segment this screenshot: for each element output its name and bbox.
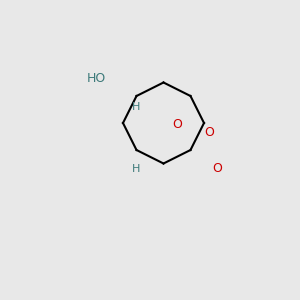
Text: HO: HO (86, 73, 106, 85)
Text: O: O (213, 162, 222, 175)
Text: O: O (172, 118, 182, 131)
Text: O: O (205, 127, 214, 140)
Text: H: H (132, 164, 141, 174)
Text: H: H (132, 101, 141, 112)
